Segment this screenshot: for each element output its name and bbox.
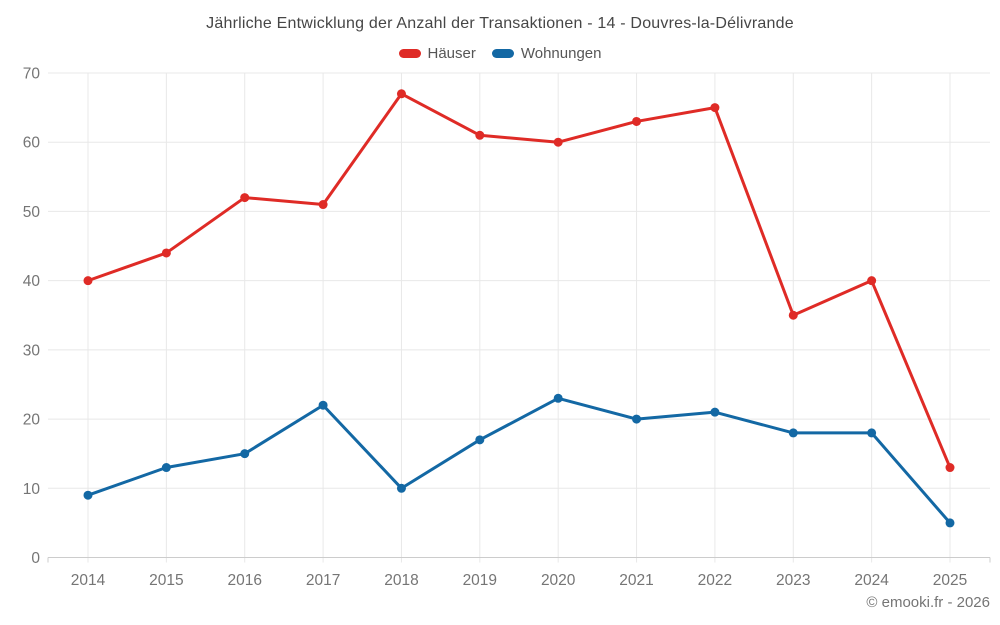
x-tick-label: 2021: [619, 572, 653, 589]
y-tick-label: 30: [23, 342, 41, 359]
x-tick-label: 2020: [541, 572, 576, 589]
x-tick-label: 2016: [227, 572, 261, 589]
data-point-wohnungen-2020[interactable]: [553, 393, 563, 403]
data-point-wohnungen-2021[interactable]: [632, 414, 642, 424]
x-tick-label: 2017: [306, 572, 340, 589]
legend-swatch-haeuser-icon: [398, 49, 421, 58]
legend-item-haeuser[interactable]: Häuser: [398, 45, 476, 62]
y-tick-label: 40: [23, 273, 41, 290]
chart-legend: Häuser Wohnungen: [0, 45, 1000, 62]
y-tick-label: 50: [23, 204, 41, 221]
x-tick-label: 2014: [71, 572, 106, 589]
data-point-häuser-2022[interactable]: [710, 103, 720, 113]
y-tick-label: 0: [31, 550, 40, 567]
data-point-häuser-2019[interactable]: [475, 130, 485, 140]
x-tick-label: 2015: [149, 572, 183, 589]
data-point-wohnungen-2023[interactable]: [788, 428, 798, 438]
data-point-häuser-2014[interactable]: [83, 276, 93, 286]
data-point-häuser-2020[interactable]: [553, 137, 563, 147]
x-tick-label: 2019: [463, 572, 497, 589]
data-point-wohnungen-2022[interactable]: [710, 407, 720, 417]
legend-swatch-wohnungen-icon: [491, 49, 514, 58]
legend-label-haeuser: Häuser: [427, 45, 476, 62]
data-point-wohnungen-2017[interactable]: [318, 400, 328, 410]
data-point-wohnungen-2024[interactable]: [867, 428, 877, 438]
data-point-wohnungen-2016[interactable]: [240, 449, 250, 459]
data-point-wohnungen-2018[interactable]: [396, 483, 406, 493]
legend-label-wohnungen: Wohnungen: [520, 45, 602, 62]
x-tick-label: 2018: [384, 572, 418, 589]
x-tick-label: 2025: [933, 572, 967, 589]
copyright-footer: © emooki.fr - 2026: [866, 594, 990, 611]
data-point-wohnungen-2025[interactable]: [945, 518, 955, 528]
data-point-häuser-2017[interactable]: [318, 200, 328, 210]
y-tick-label: 10: [23, 481, 41, 498]
series-line-häuser: [86, 92, 952, 470]
data-point-häuser-2025[interactable]: [945, 463, 955, 473]
x-tick-label: 2024: [854, 572, 889, 589]
y-tick-label: 70: [23, 66, 41, 83]
x-tick-label: 2023: [776, 572, 810, 589]
series-line-wohnungen: [86, 396, 952, 525]
data-point-wohnungen-2014[interactable]: [83, 490, 93, 500]
data-point-wohnungen-2015[interactable]: [161, 463, 171, 473]
data-point-wohnungen-2019[interactable]: [475, 435, 485, 445]
data-point-häuser-2023[interactable]: [788, 310, 798, 320]
data-point-häuser-2016[interactable]: [240, 193, 250, 203]
y-tick-label: 20: [23, 412, 41, 429]
legend-item-wohnungen[interactable]: Wohnungen: [491, 45, 602, 62]
chart-title: Jährliche Entwicklung der Anzahl der Tra…: [206, 15, 794, 32]
y-tick-label: 60: [23, 135, 41, 152]
data-point-häuser-2018[interactable]: [396, 89, 406, 99]
data-point-häuser-2021[interactable]: [632, 116, 642, 126]
x-tick-label: 2022: [698, 572, 732, 589]
data-point-häuser-2024[interactable]: [867, 276, 877, 286]
data-point-häuser-2015[interactable]: [161, 248, 171, 258]
